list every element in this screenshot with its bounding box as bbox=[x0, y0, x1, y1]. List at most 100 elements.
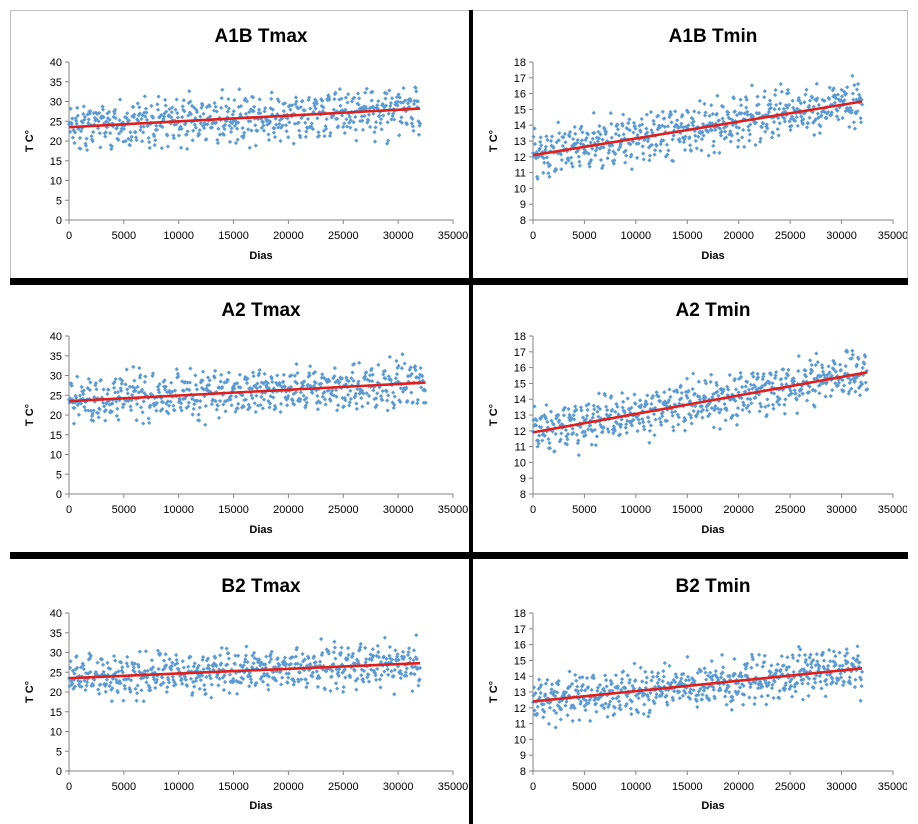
scatter-point bbox=[538, 690, 543, 696]
scatter-point bbox=[71, 421, 77, 426]
scatter-point bbox=[738, 670, 743, 676]
scatter-point bbox=[236, 401, 241, 407]
scatter-point bbox=[694, 146, 699, 151]
scatter-point bbox=[342, 667, 347, 672]
scatter-point bbox=[300, 651, 305, 657]
scatter-point bbox=[356, 102, 361, 107]
scatter-point bbox=[295, 661, 300, 666]
scatter-point bbox=[205, 375, 211, 380]
scatter-point bbox=[147, 420, 152, 426]
scatter-point bbox=[854, 87, 860, 92]
scatter-point bbox=[849, 110, 854, 115]
scatter-point bbox=[606, 150, 611, 155]
scatter-point bbox=[840, 378, 845, 383]
scatter-point bbox=[180, 681, 185, 686]
x-tick-label: 10000 bbox=[621, 230, 652, 242]
trend-line bbox=[68, 107, 421, 129]
scatter-point bbox=[767, 381, 772, 386]
scatter-point bbox=[598, 422, 603, 428]
scatter-point bbox=[240, 125, 245, 131]
scatter-point bbox=[166, 680, 172, 685]
scatter-point bbox=[349, 99, 355, 104]
scatter-point bbox=[204, 104, 210, 110]
scatter-point bbox=[184, 132, 189, 137]
scatter-point bbox=[115, 690, 120, 695]
y-axis-label: T C° bbox=[24, 404, 36, 426]
scatter-point bbox=[569, 155, 574, 160]
scatter-point bbox=[643, 669, 648, 674]
scatter-point bbox=[402, 361, 407, 366]
scatter-point bbox=[620, 677, 625, 682]
scatter-point bbox=[573, 688, 578, 693]
scatter-point bbox=[280, 123, 285, 128]
scatter-point bbox=[851, 656, 856, 661]
scatter-point bbox=[743, 384, 748, 389]
scatter-point bbox=[663, 129, 668, 135]
scatter-point bbox=[685, 674, 691, 679]
scatter-point bbox=[735, 690, 740, 696]
scatter-point bbox=[682, 428, 688, 433]
x-tick-label: 15000 bbox=[672, 230, 703, 242]
scatter-point bbox=[114, 677, 119, 682]
scatter-point bbox=[395, 103, 400, 108]
scatter-point bbox=[331, 661, 336, 667]
scatter-point bbox=[860, 669, 865, 674]
scatter-point bbox=[267, 660, 272, 665]
x-tick-label: 30000 bbox=[383, 230, 414, 242]
scatter-point bbox=[767, 669, 772, 674]
scatter-point bbox=[165, 133, 170, 138]
scatter-point bbox=[127, 143, 133, 148]
scatter-point bbox=[590, 415, 595, 420]
scatter-point bbox=[600, 163, 606, 168]
scatter-point bbox=[116, 417, 121, 423]
scatter-point bbox=[830, 388, 835, 393]
scatter-point bbox=[294, 362, 299, 367]
scatter-point bbox=[777, 695, 782, 701]
scatter-point bbox=[831, 367, 836, 372]
scatter-point bbox=[359, 396, 364, 401]
scatter-point bbox=[810, 95, 815, 100]
scatter-point bbox=[224, 104, 229, 109]
scatter-point bbox=[294, 381, 300, 386]
scatter-point bbox=[783, 103, 789, 108]
scatter-point bbox=[315, 684, 320, 689]
scatter-point bbox=[741, 702, 746, 707]
scatter-point bbox=[413, 368, 418, 373]
scatter-point bbox=[691, 119, 696, 124]
scatter-point bbox=[241, 133, 246, 138]
scatter-point bbox=[557, 705, 562, 710]
scatter-point bbox=[311, 109, 316, 115]
scatter-point bbox=[224, 646, 229, 651]
scatter-point bbox=[365, 401, 370, 406]
scatter-point bbox=[596, 129, 601, 135]
scatter-point bbox=[554, 140, 559, 145]
scatter-point bbox=[259, 394, 264, 400]
scatter-point bbox=[209, 125, 214, 130]
scatter-point bbox=[187, 380, 192, 385]
scatter-point bbox=[777, 396, 782, 401]
scatter-point bbox=[108, 680, 113, 685]
scatter-point bbox=[77, 135, 83, 141]
scatter-point bbox=[816, 102, 821, 108]
scatter-point bbox=[634, 155, 640, 160]
scatter-point bbox=[772, 92, 778, 98]
scatter-point bbox=[125, 111, 130, 116]
y-tick-label: 5 bbox=[56, 746, 62, 758]
scatter-point bbox=[573, 672, 578, 678]
scatter-point bbox=[782, 119, 787, 124]
scatter-point bbox=[243, 657, 248, 662]
scatter-point bbox=[214, 120, 219, 125]
scatter-point bbox=[843, 653, 848, 658]
scatter-point bbox=[226, 370, 231, 375]
scatter-point bbox=[67, 396, 73, 401]
scatter-point bbox=[856, 92, 862, 97]
y-tick-label: 13 bbox=[514, 410, 526, 422]
scatter-point bbox=[609, 121, 614, 126]
scatter-point bbox=[366, 393, 372, 398]
scatter-point bbox=[572, 124, 577, 130]
scatter-point bbox=[621, 399, 626, 404]
scatter-point bbox=[271, 130, 277, 135]
scatter-point bbox=[589, 442, 594, 447]
scatter-point bbox=[715, 93, 720, 98]
scatter-point bbox=[641, 424, 646, 429]
